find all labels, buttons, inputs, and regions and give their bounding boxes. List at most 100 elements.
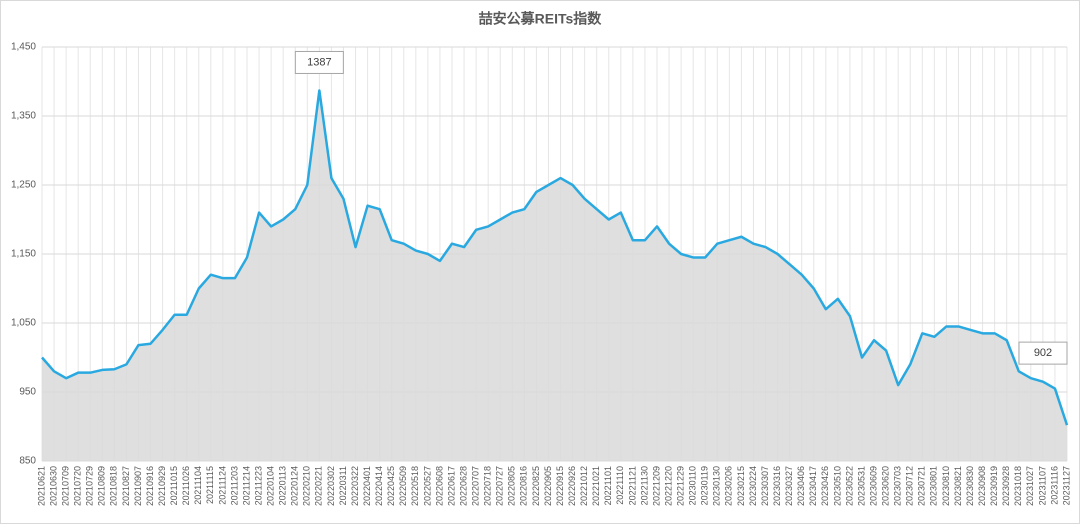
x-tick-label: 20221021 [591, 466, 601, 506]
x-tick-label: 20211124 [217, 466, 227, 505]
x-tick-label: 20220628 [458, 466, 468, 506]
x-tick-label: 20220905 [543, 466, 553, 506]
x-tick-label: 20230316 [772, 466, 782, 506]
line [41, 89, 1069, 426]
x-tick-label: 20221220 [663, 466, 673, 506]
x-tick-label: 20220113 [278, 466, 288, 505]
y-tick-label: 950 [19, 387, 36, 398]
x-tick-label: 20230307 [760, 466, 770, 506]
x-tick-label: 20210709 [60, 466, 70, 506]
x-tick-label: 20210929 [157, 466, 167, 506]
x-tick-label: 20230830 [965, 466, 975, 506]
x-tick-label: 20230110 [688, 466, 698, 505]
x-tick-label: 20210916 [145, 466, 155, 506]
x-tick-label: 20211203 [229, 466, 239, 505]
x-tick-label: 20220727 [495, 466, 505, 506]
x-tick-label: 20220322 [350, 466, 360, 506]
x-tick-label: 20230703 [893, 466, 903, 506]
x-tick-label: 20231107 [1037, 466, 1047, 505]
x-tick-label: 20210729 [85, 466, 95, 506]
x-tick-label: 20220718 [483, 466, 493, 506]
area [42, 90, 1067, 461]
y-tick-label: 1,050 [11, 318, 36, 329]
x-tick-label: 20220509 [398, 466, 408, 506]
chart-title: 喆安公募REITs指数 [479, 11, 603, 27]
x-tick-label: 20230224 [748, 466, 758, 506]
x-tick-label: 20220124 [290, 466, 300, 506]
x-tick-label: 20220527 [422, 466, 432, 506]
x-tick-label: 20220302 [326, 466, 336, 506]
x-tick-label: 20230908 [977, 466, 987, 506]
x-tick-label: 20221209 [651, 466, 661, 506]
x-tick-label: 20211015 [169, 466, 179, 505]
y-tick-label: 1,150 [11, 249, 36, 260]
x-tick-label: 20210720 [73, 466, 83, 506]
x-tick-label: 20211223 [253, 466, 263, 505]
x-tick-label: 20230510 [832, 466, 842, 506]
annotation-box [1018, 341, 1068, 365]
y-tick-label: 1,450 [11, 42, 36, 53]
x-tick-label: 20230928 [1001, 466, 1011, 506]
x-tick-label: 20230130 [712, 466, 722, 506]
x-tick-label: 20230919 [989, 466, 999, 506]
x-tick-label: 20230327 [784, 466, 794, 506]
x-tick-label: 20230810 [941, 466, 951, 506]
x-tick-label: 20231018 [1013, 466, 1023, 506]
y-tick-label: 850 [19, 456, 36, 467]
x-tick-label: 20210827 [121, 466, 131, 506]
y-tick-label: 1,350 [11, 111, 36, 122]
x-tick-label: 20211104 [193, 466, 203, 505]
annotation: 902 [1034, 347, 1052, 359]
x-tick-label: 20220104 [265, 466, 275, 506]
x-tick-label: 20210809 [97, 466, 107, 506]
x-tick-label: 20231027 [1025, 466, 1035, 506]
y-tick-label: 1,250 [11, 180, 36, 191]
annotation: 1387 [307, 56, 331, 68]
x-tick-label: 20230801 [929, 466, 939, 506]
x-tick-label: 20220926 [567, 466, 577, 506]
x-tick-label: 20221012 [579, 466, 589, 506]
x-tick-label: 20220915 [555, 466, 565, 506]
x-tick-label: 20230215 [736, 466, 746, 506]
x-tick-label: 20210630 [48, 466, 58, 506]
x-tick-label: 20231127 [1061, 466, 1071, 505]
x-tick-label: 20210621 [36, 466, 46, 506]
x-tick-label: 20221229 [675, 466, 685, 506]
x-tick-label: 20221101 [603, 466, 613, 505]
x-tick-label: 20230522 [844, 466, 854, 506]
x-tick-label: 20220816 [519, 466, 529, 506]
annotation-box [294, 50, 344, 74]
x-tick-label: 20230620 [880, 466, 890, 506]
x-tick-label: 20230406 [796, 466, 806, 506]
x-tick-label: 20220210 [302, 466, 312, 506]
x-tick-label: 20230426 [820, 466, 830, 506]
x-tick-label: 20221130 [639, 466, 649, 505]
x-tick-label: 20230417 [808, 466, 818, 506]
x-tick-label: 20220401 [362, 466, 372, 506]
x-tick-label: 20211214 [241, 466, 251, 505]
x-tick-label: 20230609 [868, 466, 878, 506]
x-tick-label: 20230712 [905, 466, 915, 506]
x-tick-label: 20220221 [314, 466, 324, 506]
x-tick-label: 20230721 [917, 466, 927, 506]
x-tick-label: 20221110 [615, 466, 625, 505]
x-tick-label: 20220518 [410, 466, 420, 506]
x-tick-label: 20230531 [856, 466, 866, 506]
x-tick-label: 20220311 [338, 466, 348, 505]
x-tick-label: 20211026 [181, 466, 191, 505]
x-tick-label: 20220825 [531, 466, 541, 506]
x-tick-label: 20210907 [133, 466, 143, 506]
x-tick-label: 20220617 [446, 466, 456, 506]
x-tick-label: 20211115 [205, 466, 215, 504]
x-tick-label: 20230119 [700, 466, 710, 505]
x-tick-label: 20210818 [109, 466, 119, 506]
x-tick-label: 20220414 [374, 466, 384, 506]
x-tick-label: 20221121 [627, 466, 637, 505]
x-tick-label: 20220805 [507, 466, 517, 506]
x-tick-label: 20230206 [724, 466, 734, 506]
x-tick-label: 20220425 [386, 466, 396, 506]
x-tick-label: 20220608 [434, 466, 444, 506]
x-tick-label: 20220707 [470, 466, 480, 506]
x-tick-label: 20230821 [953, 466, 963, 506]
